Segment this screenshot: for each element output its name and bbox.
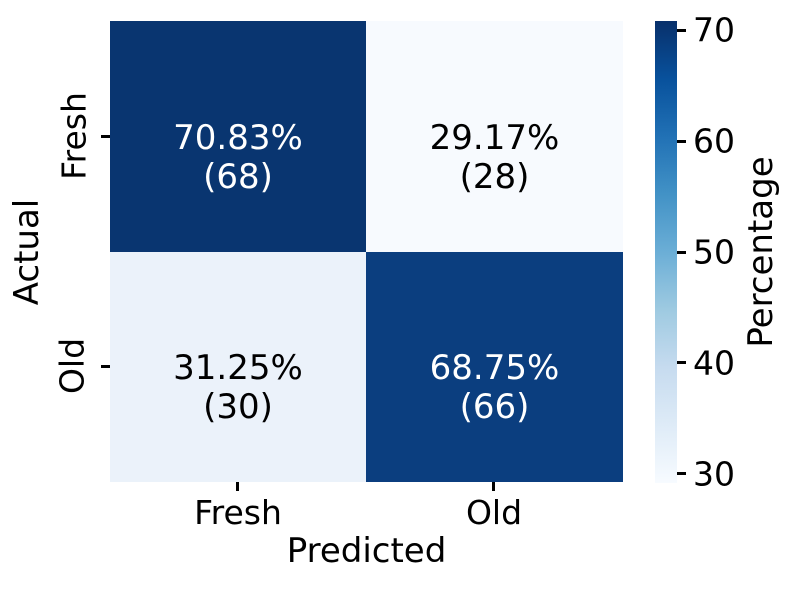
- colorbar-tick-mark-50: [677, 250, 686, 254]
- heatmap-cell-actual-fresh-pred-old: 29.17% (28): [366, 21, 623, 252]
- x-tick-mark-fresh: [236, 482, 239, 491]
- y-tick-label-fresh: Fresh: [54, 92, 94, 180]
- x-axis-title: Predicted: [286, 531, 447, 571]
- cell-percent: 29.17%: [429, 117, 560, 158]
- colorbar-tick-mark-30: [677, 472, 686, 476]
- x-tick-label-old: Old: [465, 493, 523, 532]
- colorbar-gradient: [655, 21, 677, 483]
- y-axis-title: Actual: [7, 198, 47, 306]
- heatmap-cell-actual-old-pred-fresh: 31.25% (30): [110, 252, 366, 482]
- y-tick-mark-fresh: [101, 135, 110, 138]
- colorbar-tick-mark-60: [677, 139, 686, 143]
- heatmap-grid: 70.83% (68) 29.17% (28) 31.25% (30) 68.7…: [110, 21, 623, 482]
- cell-annotation: 70.83% (68): [173, 117, 303, 197]
- cell-percent: 31.25%: [173, 348, 303, 388]
- x-tick-mark-old: [492, 482, 495, 491]
- cell-percent: 70.83%: [173, 117, 303, 158]
- cell-percent: 68.75%: [429, 348, 560, 388]
- cell-count: (66): [459, 387, 530, 427]
- y-tick-mark-old: [101, 365, 110, 368]
- cell-annotation: 29.17% (28): [429, 117, 560, 197]
- colorbar-title: Percentage: [741, 156, 781, 348]
- colorbar-tick-label-40: 40: [693, 343, 735, 383]
- y-tick-label-old: Old: [52, 337, 92, 395]
- cell-count: (68): [203, 156, 273, 197]
- heatmap-cell-actual-old-pred-old: 68.75% (66): [366, 252, 623, 482]
- colorbar-tick-label-50: 50: [693, 232, 735, 272]
- colorbar-tick-mark-70: [677, 28, 686, 32]
- cell-annotation: 31.25% (30): [173, 349, 303, 427]
- colorbar-tick-label-30: 30: [693, 454, 735, 494]
- cell-count: (30): [203, 387, 273, 427]
- heatmap-cell-actual-fresh-pred-fresh: 70.83% (68): [110, 21, 366, 252]
- x-tick-label-fresh: Fresh: [194, 493, 282, 532]
- colorbar-tick-mark-40: [677, 361, 686, 365]
- colorbar-tick-label-60: 60: [693, 121, 735, 161]
- cell-annotation: 68.75% (66): [430, 349, 560, 427]
- cell-count: (28): [459, 156, 530, 197]
- colorbar-tick-label-70: 70: [693, 10, 735, 50]
